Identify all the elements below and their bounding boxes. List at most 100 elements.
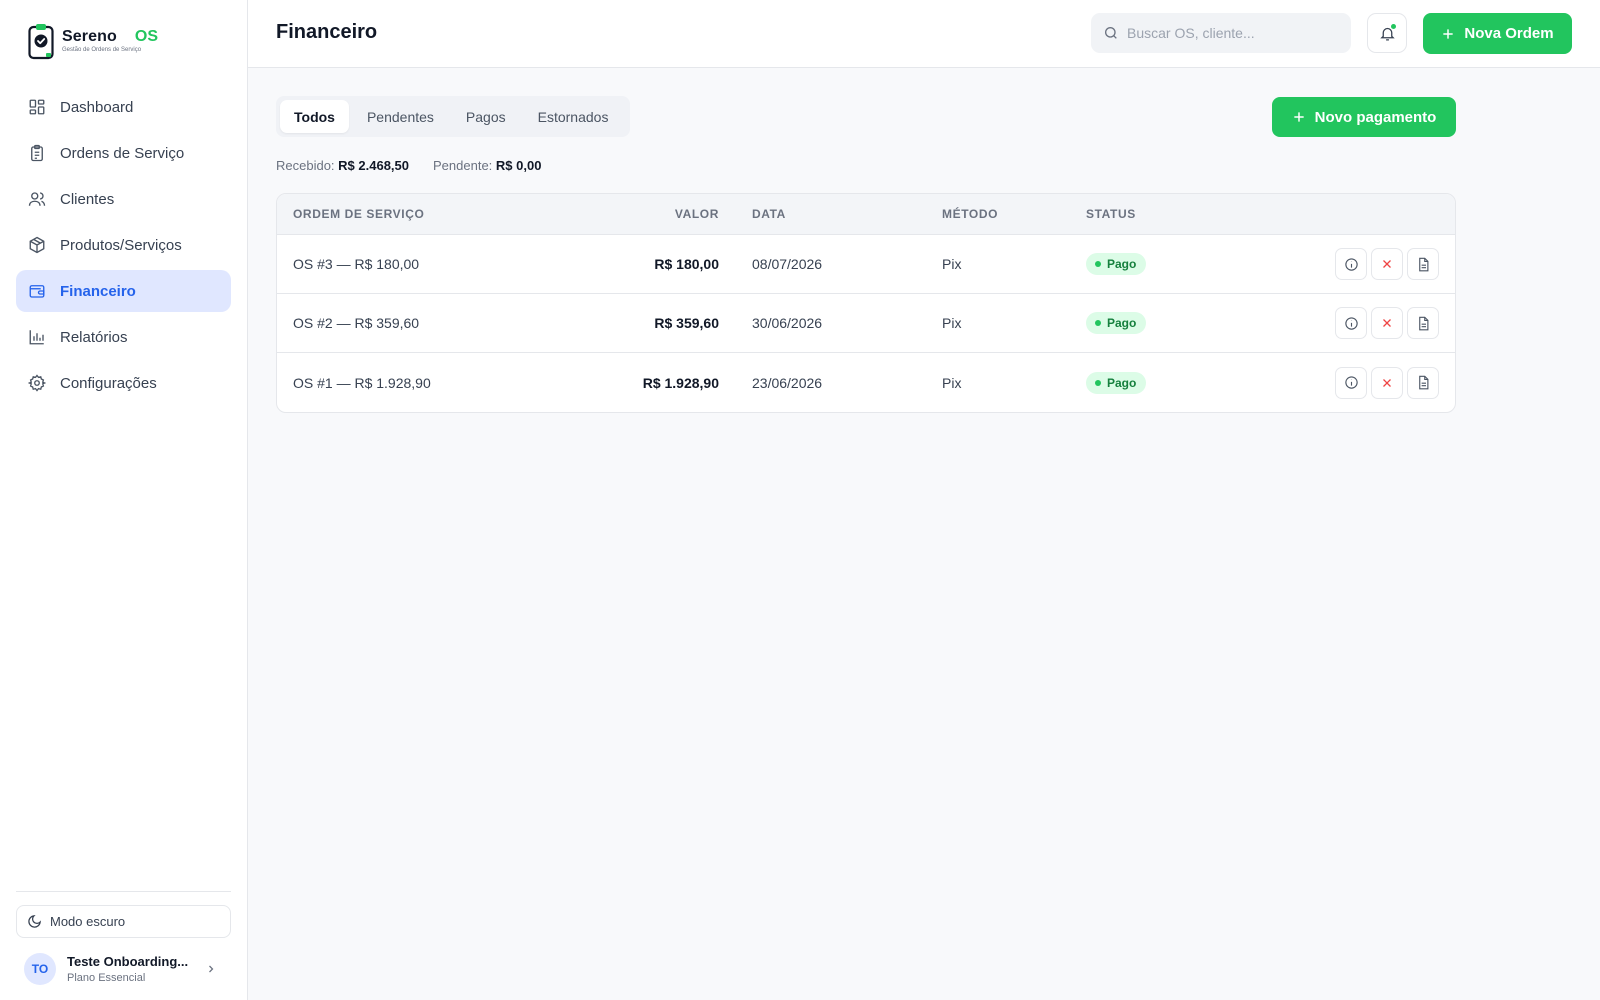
logo-clipboard-icon [28,22,54,60]
info-button[interactable] [1335,307,1367,339]
sidebar-item-label: Dashboard [60,98,134,116]
page-title: Financeiro [276,21,378,43]
new-payment-button[interactable]: Novo pagamento [1272,97,1456,137]
cell-metodo: Pix [942,374,962,391]
row-actions [1331,307,1439,339]
sidebar-item-clients[interactable]: Clientes [16,178,231,220]
cancel-payment-button[interactable] [1371,307,1403,339]
sidebar-item-label: Clientes [60,190,115,208]
cell-valor: R$ 359,60 [654,315,719,331]
avatar: TO [24,953,56,985]
chevron-right-icon [209,965,214,973]
cell-metodo: Pix [942,256,962,272]
close-icon [1383,319,1391,327]
user-profile[interactable]: TO Teste Onboarding... Plano Essencial [16,938,231,1000]
status-dot [1095,379,1101,386]
pending-label: Pendente: [433,158,493,173]
notification-dot [1391,24,1396,29]
info-button[interactable] [1335,248,1367,280]
table-row: OS #2 — R$ 359,60 R$ 359,60 30/06/2026 P… [277,294,1455,353]
brand-tagline: Gestão de Ordens de Serviço [62,47,142,53]
sidebar-divider [16,891,231,892]
status-label: Pago [1107,316,1137,330]
table-header: ORDEM DE SERVIÇO VALOR DATA MÉTODO STATU… [277,194,1455,235]
filter-tabs: Todos Pendentes Pagos Estornados [276,96,631,137]
sidebar-item-dashboard[interactable]: Dashboard [16,86,231,128]
sidebar-item-settings[interactable]: Configurações [16,362,231,404]
document-icon [1418,316,1428,330]
status-badge: Pago [1086,312,1147,334]
info-icon [1344,316,1358,330]
dashboard-icon [28,98,46,116]
receipt-button[interactable] [1407,248,1439,280]
clipboard-icon [28,144,46,162]
receipt-button[interactable] [1407,366,1439,399]
top-header: Financeiro Nova Ordem [248,0,1600,68]
sidebar: Sereno OS Gestão de Ordens de Serviço Das… [0,0,248,1000]
table-row: OS #3 — R$ 180,00 R$ 180,00 08/07/2026 P… [277,235,1455,294]
notifications-button[interactable] [1367,13,1407,53]
sidebar-footer: Modo escuro TO Teste Onboarding... Plano… [16,891,231,1000]
receipt-button[interactable] [1407,307,1439,339]
row-actions [1331,366,1439,399]
sidebar-item-label: Produtos/Serviços [60,236,182,254]
received-label: Recebido: [276,158,335,173]
tab-todos[interactable]: Todos [280,100,349,133]
summary-pending: Pendente: R$ 0,00 [433,158,541,173]
status-badge: Pago [1086,371,1147,394]
tab-pagos[interactable]: Pagos [465,108,506,125]
search-input[interactable] [1127,25,1337,41]
cell-os: OS #3 — R$ 180,00 [293,256,420,272]
sidebar-nav: Dashboard Ordens de Serviço Clientes Pro… [16,86,231,408]
status-badge: Pago [1086,253,1147,275]
cell-data: 30/06/2026 [752,315,823,331]
brand-suffix: OS [134,28,159,45]
cell-valor: R$ 180,00 [654,256,719,272]
pending-value: R$ 0,00 [495,158,542,173]
search-box[interactable] [1091,13,1351,53]
sidebar-item-label: Relatórios [60,328,128,346]
status-label: Pago [1107,257,1137,271]
sidebar-item-products[interactable]: Produtos/Serviços [16,224,231,266]
cell-data: 23/06/2026 [752,374,823,391]
cell-os: OS #2 — R$ 359,60 [293,315,420,331]
info-icon [1344,257,1358,271]
brand-name: Sereno OS [62,28,159,45]
dark-mode-label: Modo escuro [50,914,126,929]
cell-data: 08/07/2026 [752,256,823,272]
cell-valor: R$ 1.928,90 [642,374,719,391]
cancel-payment-button[interactable] [1371,366,1403,399]
financial-summary: Recebido: R$ 2.468,50 Pendente: R$ 0,00 [276,158,565,173]
plus-icon [1293,112,1304,122]
summary-received: Recebido: R$ 2.468,50 [276,158,409,173]
info-icon [1344,376,1358,389]
tab-pendentes[interactable]: Pendentes [366,108,434,125]
sidebar-item-service-orders[interactable]: Ordens de Serviço [16,132,231,174]
package-icon [28,236,46,254]
header-status: STATUS [1086,207,1136,221]
header-data: DATA [752,207,786,221]
document-icon [1418,257,1428,271]
search-icon [1105,27,1117,39]
status-dot [1095,261,1101,267]
table-row: OS #1 — R$ 1.928,90 R$ 1.928,90 23/06/20… [277,353,1455,412]
payments-table: ORDEM DE SERVIÇO VALOR DATA MÉTODO STATU… [276,193,1456,413]
sidebar-item-financeiro[interactable]: Financeiro [16,270,231,312]
logo[interactable]: Sereno OS Gestão de Ordens de Serviço [28,22,158,60]
status-dot [1095,320,1101,326]
gear-icon [28,374,46,392]
document-icon [1418,375,1428,390]
sidebar-item-label: Financeiro [60,282,136,300]
cancel-payment-button[interactable] [1371,248,1403,280]
bar-chart-icon [28,328,46,346]
dark-mode-toggle[interactable]: Modo escuro [16,905,231,938]
plus-icon [1443,28,1454,39]
tab-estornados[interactable]: Estornados [537,108,609,125]
sidebar-item-reports[interactable]: Relatórios [16,316,231,358]
info-button[interactable] [1335,366,1367,399]
new-order-button[interactable]: Nova Ordem [1423,13,1572,54]
status-label: Pago [1107,375,1137,390]
new-order-label: Nova Ordem [1464,25,1554,42]
sidebar-item-label: Ordens de Serviço [60,144,185,162]
cell-os: OS #1 — R$ 1.928,90 [293,374,431,391]
